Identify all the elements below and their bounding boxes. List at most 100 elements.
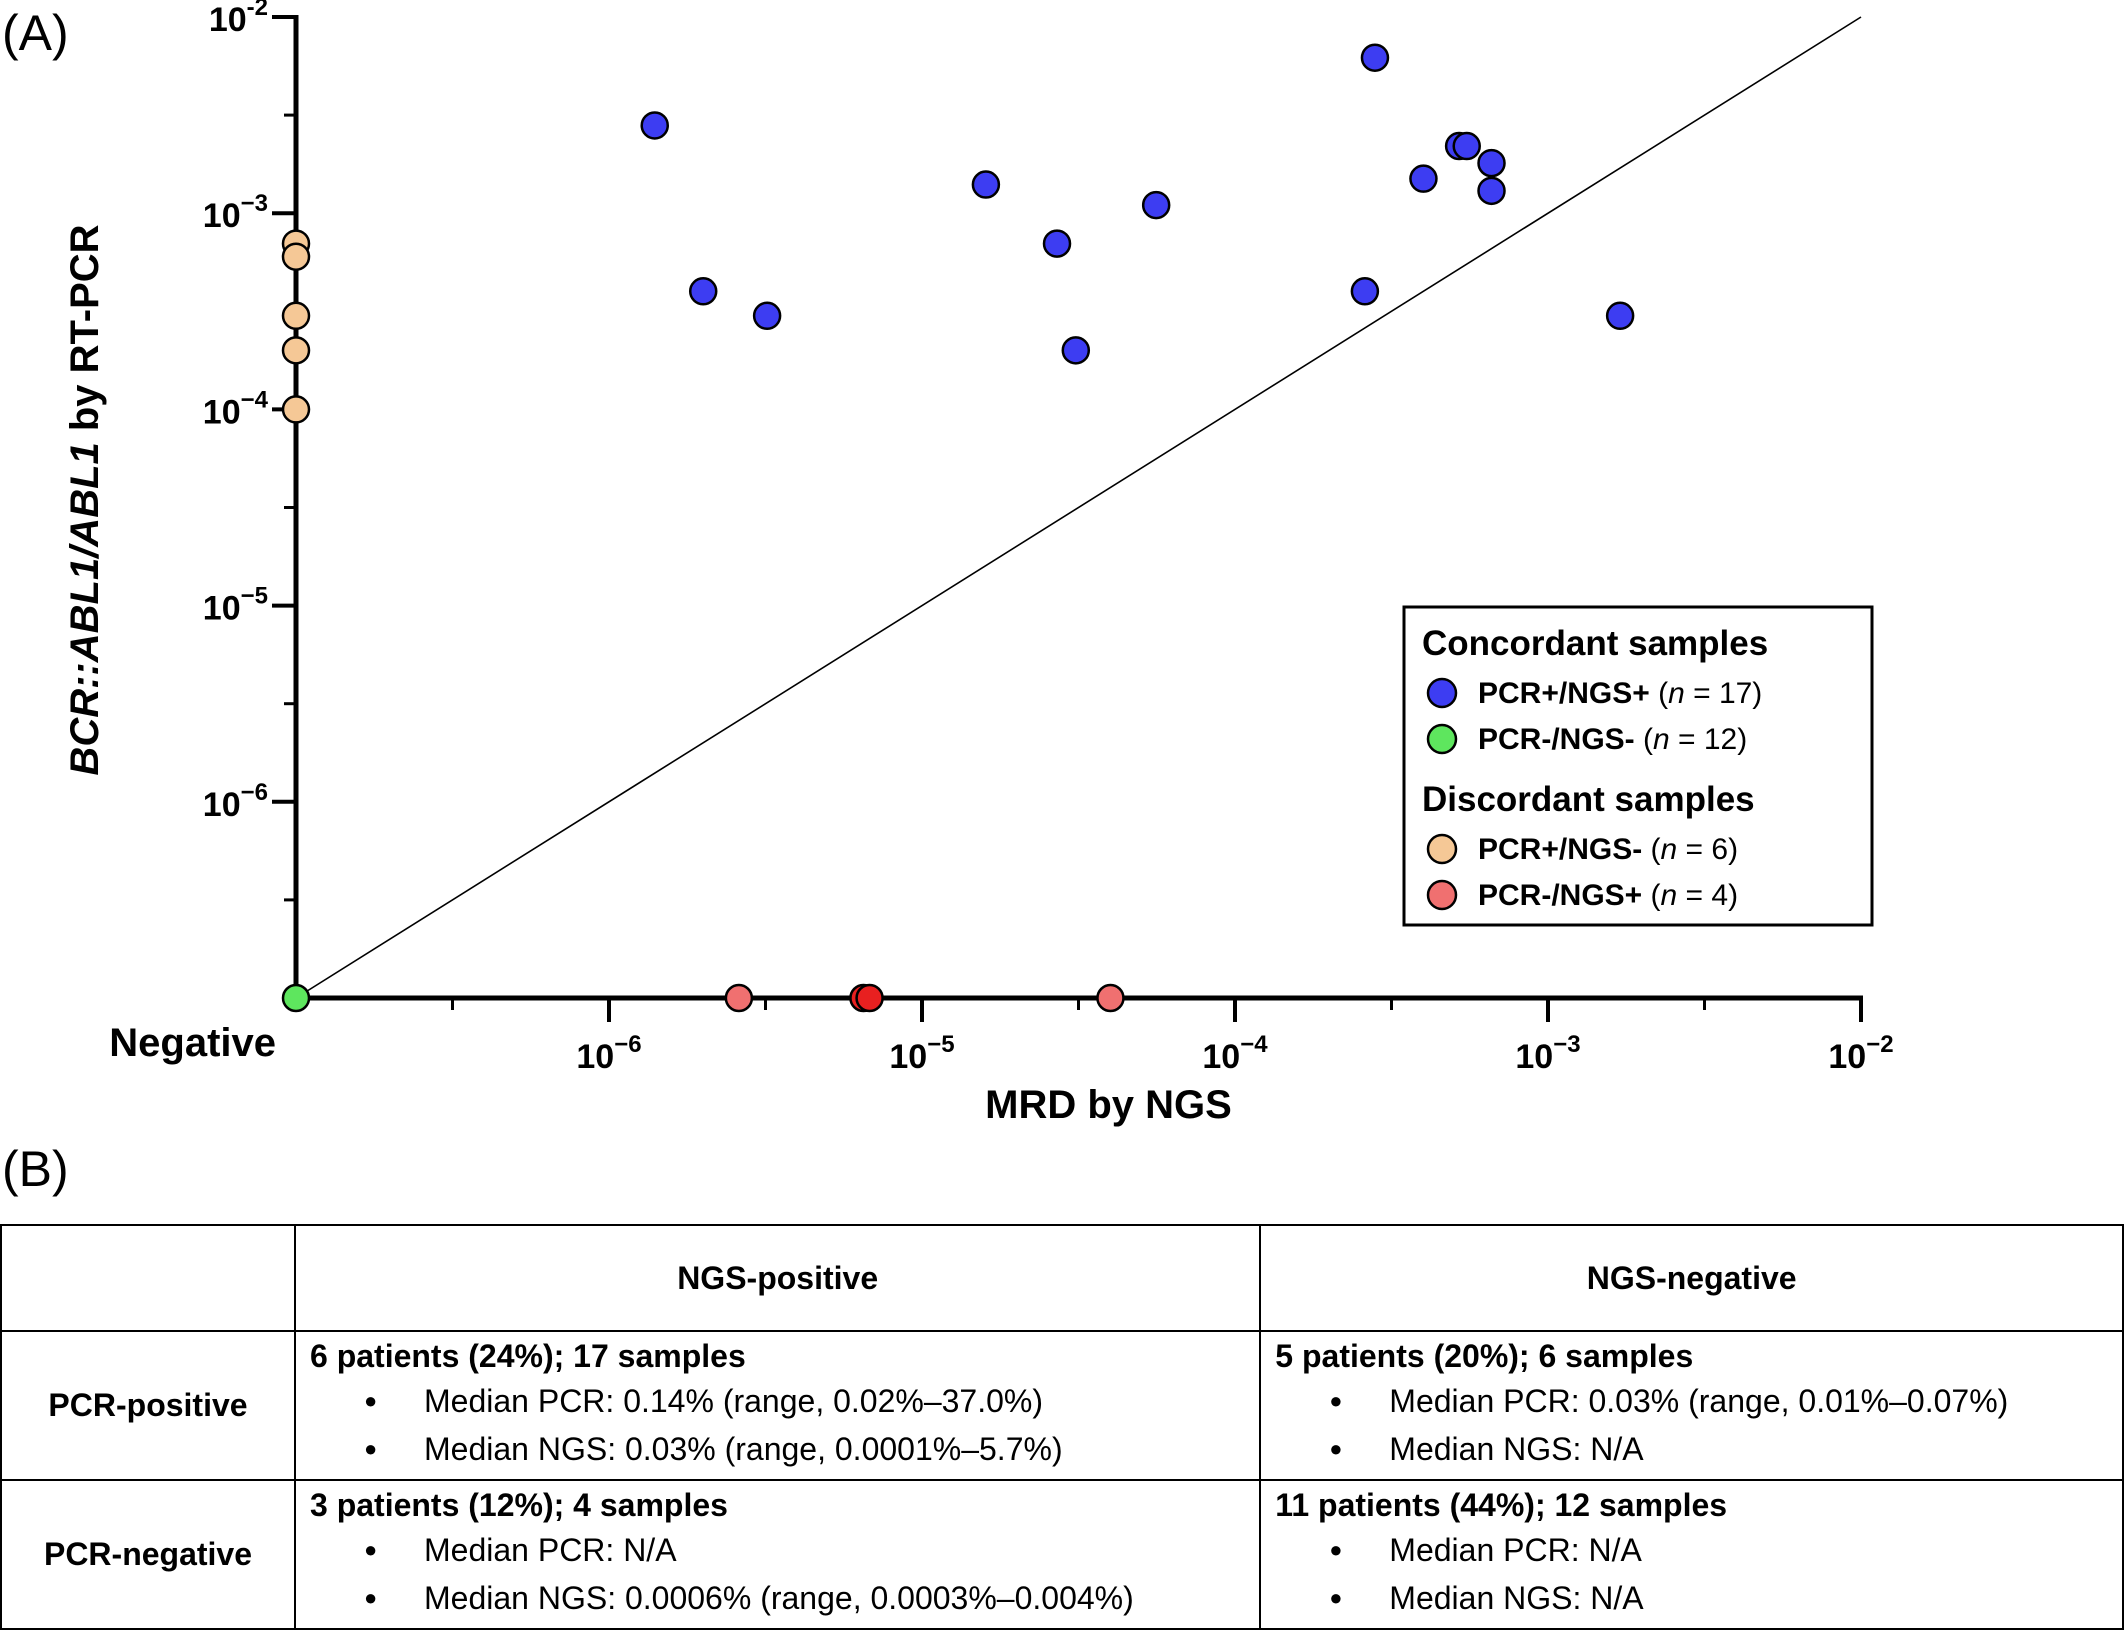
data-point-0 bbox=[1477, 176, 1506, 206]
x-tick-label-base: 10 bbox=[1828, 1038, 1866, 1076]
legend-box bbox=[1402, 605, 1874, 927]
legend-n-value: = 6) bbox=[1677, 833, 1738, 866]
cell-summary: 11 patients (44%); 12 samples bbox=[1275, 1487, 1728, 1523]
y-tick-label: 10−5 bbox=[203, 583, 268, 628]
legend-n-symbol: n bbox=[1653, 723, 1670, 756]
legend-marker bbox=[1426, 879, 1458, 911]
data-point-0 bbox=[640, 111, 669, 140]
legend-paren: ( bbox=[1643, 723, 1653, 756]
cell-summary: 3 patients (12%); 4 samples bbox=[310, 1487, 728, 1523]
cell-list-item: Median NGS: 0.0006% (range, 0.0003%–0.00… bbox=[364, 1574, 1245, 1622]
data-point-3 bbox=[855, 983, 884, 1013]
legend-paren: ( bbox=[1658, 677, 1668, 710]
legend-n-symbol: n bbox=[1661, 879, 1678, 912]
y-axis-title-part: by RT-PCR bbox=[63, 224, 107, 442]
data-point-0 bbox=[1409, 164, 1438, 193]
table-row: PCR-negative 3 patients (12%); 4 samples… bbox=[0, 1479, 2124, 1630]
legend-heading: Discordant samples bbox=[1422, 780, 1755, 819]
legend-series-name: PCR-/NGS- bbox=[1478, 723, 1643, 756]
legend-paren: ( bbox=[1651, 879, 1661, 912]
x-tick-label-exp: −2 bbox=[1866, 1031, 1893, 1058]
data-point-0 bbox=[1605, 301, 1635, 331]
x-tick-label-exp: −3 bbox=[1553, 1031, 1580, 1058]
x-tick-label: 10−6 bbox=[576, 1031, 641, 1076]
legend-marker bbox=[1426, 677, 1458, 709]
data-point-0 bbox=[1042, 229, 1072, 258]
data-point-0 bbox=[1360, 43, 1390, 72]
cell-summary: 5 patients (20%); 6 samples bbox=[1275, 1338, 1694, 1374]
cell-summary: 6 patients (24%); 17 samples bbox=[310, 1338, 746, 1374]
cell-list-item: Median PCR: N/A bbox=[1329, 1526, 2108, 1574]
x-tick-label: 10−4 bbox=[1202, 1031, 1268, 1076]
legend-series-name: PCR+/NGS- bbox=[1478, 833, 1651, 866]
cell-list-item: Median NGS: N/A bbox=[1329, 1574, 2108, 1622]
x-tick-label-base: 10 bbox=[576, 1038, 614, 1076]
x-axis-title: MRD by NGS bbox=[985, 1083, 1232, 1127]
x-tick-label: 10−2 bbox=[1828, 1031, 1893, 1076]
y-axis-title-part: BCR::ABL1/ABL1 bbox=[63, 442, 107, 775]
y-tick-label: 10−6 bbox=[203, 779, 268, 824]
x-tick-label-exp: −5 bbox=[927, 1031, 954, 1058]
legend-n-value: = 4) bbox=[1677, 879, 1738, 912]
y-tick-label-exp: −3 bbox=[241, 190, 268, 217]
table-header-row: NGS-positive NGS-negative bbox=[0, 1224, 2124, 1332]
data-point-2 bbox=[281, 336, 311, 365]
x-tick-label-exp: −6 bbox=[614, 1031, 641, 1058]
cell-list-item: Median PCR: 0.03% (range, 0.01%–0.07%) bbox=[1329, 1377, 2108, 1425]
data-point-2 bbox=[281, 301, 311, 331]
legend-n-value: = 12) bbox=[1670, 723, 1748, 756]
y-tick-label-base: 10 bbox=[203, 393, 241, 431]
legend-paren: ( bbox=[1651, 833, 1661, 866]
data-point-0 bbox=[1477, 148, 1506, 178]
row-header-pcr-negative: PCR-negative bbox=[0, 1479, 296, 1630]
legend-entry: PCR+/NGS+ (n = 17) bbox=[1478, 677, 1762, 710]
cell-list-item: Median PCR: N/A bbox=[364, 1526, 1245, 1574]
data-point-3 bbox=[724, 983, 754, 1013]
legend-n-value: = 17) bbox=[1685, 677, 1763, 710]
identity-line bbox=[295, 16, 1862, 999]
cell-list-item: Median NGS: 0.03% (range, 0.0001%–5.7%) bbox=[364, 1425, 1245, 1473]
data-point-0 bbox=[1061, 336, 1091, 365]
cell-list-item: Median NGS: N/A bbox=[1329, 1425, 2108, 1473]
legend-n-symbol: n bbox=[1668, 677, 1685, 710]
table-cell: 11 patients (44%); 12 samples Median PCR… bbox=[1259, 1479, 2124, 1630]
x-tick-label-exp: −4 bbox=[1240, 1031, 1268, 1058]
table-cell: 6 patients (24%); 17 samples Median PCR:… bbox=[293, 1330, 1262, 1481]
table-cell: 5 patients (20%); 6 samples Median PCR: … bbox=[1259, 1330, 2124, 1481]
y-tick-label-exp: −5 bbox=[241, 583, 268, 610]
data-point-2 bbox=[281, 395, 311, 424]
cell-list-item: Median PCR: 0.14% (range, 0.02%–37.0%) bbox=[364, 1377, 1245, 1425]
table-cell: 3 patients (12%); 4 samples Median PCR: … bbox=[293, 1479, 1262, 1630]
x-tick-label-base: 10 bbox=[1515, 1038, 1553, 1076]
x-tick-label: 10−3 bbox=[1515, 1031, 1580, 1076]
x-tick-label-base: 10 bbox=[1202, 1038, 1240, 1076]
cell-list: Median PCR: N/A Median NGS: N/A bbox=[1275, 1526, 2108, 1622]
data-point-0 bbox=[1350, 277, 1380, 306]
table-corner-cell bbox=[0, 1224, 296, 1332]
y-tick-label-base: 10 bbox=[209, 1, 247, 39]
data-point-0 bbox=[688, 277, 718, 306]
y-tick-label-base: 10 bbox=[203, 197, 241, 235]
legend-entry: PCR-/NGS+ (n = 4) bbox=[1478, 879, 1738, 912]
panel-b-label: (B) bbox=[2, 1141, 69, 1197]
y-tick-label-base: 10 bbox=[203, 786, 241, 824]
table-row: PCR-positive 6 patients (24%); 17 sample… bbox=[0, 1330, 2124, 1481]
y-tick-label: 10−4 bbox=[203, 386, 269, 431]
col-header-ngs-positive: NGS-positive bbox=[293, 1224, 1262, 1332]
legend-marker bbox=[1426, 723, 1458, 755]
data-point-0 bbox=[1452, 131, 1481, 161]
legend-series-name: PCR-/NGS+ bbox=[1478, 879, 1651, 912]
data-point-1 bbox=[281, 983, 311, 1013]
negative-label: Negative bbox=[109, 1021, 276, 1065]
data-point-2 bbox=[281, 242, 311, 271]
legend-entry: PCR-/NGS- (n = 12) bbox=[1478, 723, 1747, 756]
y-tick-label: 10-2 bbox=[209, 0, 268, 39]
summary-table: NGS-positive NGS-negative PCR-positive 6… bbox=[0, 1224, 2124, 1630]
legend-entry: PCR+/NGS- (n = 6) bbox=[1478, 833, 1738, 866]
x-tick-label-base: 10 bbox=[889, 1038, 927, 1076]
legend-n-symbol: n bbox=[1661, 833, 1678, 866]
y-axis-title: BCR::ABL1/ABL1 by RT-PCR bbox=[63, 224, 107, 775]
legend-series-name: PCR+/NGS+ bbox=[1478, 677, 1658, 710]
y-tick-label-base: 10 bbox=[203, 590, 241, 628]
data-point-3 bbox=[1096, 983, 1125, 1013]
